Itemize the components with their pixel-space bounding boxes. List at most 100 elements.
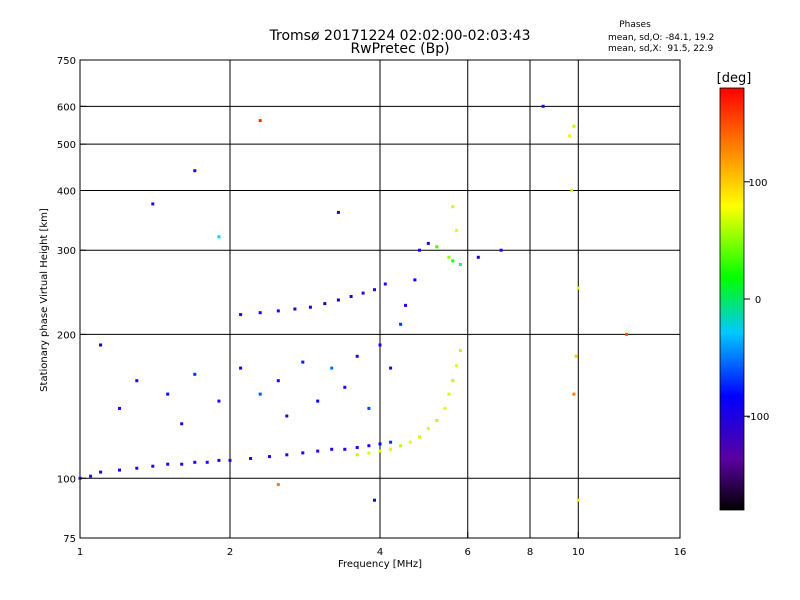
data-point (576, 498, 580, 502)
data-point (572, 124, 576, 128)
data-point (239, 366, 243, 370)
data-point (625, 332, 629, 336)
x-tick-label: 2 (227, 547, 233, 558)
data-point (217, 235, 221, 239)
data-point (205, 460, 209, 464)
data-point (451, 259, 455, 263)
data-point (276, 379, 280, 383)
chart-title: Tromsø 20171224 02:02:00-02:03:43 (269, 28, 531, 44)
data-point (166, 462, 170, 466)
data-point (301, 451, 305, 455)
colorbar-tick-label: 100 (748, 178, 767, 189)
data-point (451, 205, 455, 209)
grid-lines (80, 60, 680, 538)
stats-o-mode: mean, sd,O: -84.1, 19.2 (608, 33, 715, 43)
x-tick-label: 1 (77, 547, 83, 558)
chart-subtitle: RwPretec (Bp) (350, 41, 450, 57)
data-point (476, 255, 480, 259)
y-axis-label: Stationary phase Virtual Height [km] (39, 208, 50, 392)
data-point (458, 263, 462, 266)
data-point (135, 466, 139, 470)
data-point (576, 286, 580, 290)
data-point (389, 366, 393, 370)
data-point (293, 307, 297, 311)
data-point (217, 399, 221, 403)
data-point (404, 303, 407, 307)
data-point (367, 444, 371, 448)
x-tick-label: 8 (527, 547, 533, 558)
y-tick-label: 200 (57, 330, 76, 341)
colorbar (719, 87, 745, 511)
data-point (373, 498, 376, 502)
data-point (151, 464, 155, 468)
y-axis-ticks: 75 100 200 300 400 500 600 750 (57, 56, 86, 545)
data-point (268, 455, 271, 459)
y-tick-label: 300 (57, 246, 76, 257)
data-point (355, 446, 359, 449)
data-point (336, 298, 340, 302)
data-point (408, 440, 412, 444)
data-point (228, 458, 232, 462)
data-point (568, 134, 571, 138)
colorbar-label: [deg] (717, 71, 752, 86)
data-point (276, 309, 280, 313)
data-point (451, 379, 455, 383)
stats-heading: Phases (619, 20, 651, 30)
y-tick-label: 750 (57, 56, 76, 67)
data-point (399, 322, 403, 326)
data-point (217, 458, 221, 462)
data-point (458, 349, 462, 353)
x-tick-label: 4 (377, 547, 383, 558)
data-point (193, 169, 197, 173)
data-point (447, 255, 451, 259)
data-point (239, 313, 243, 317)
data-point (378, 449, 382, 453)
x-tick-label: 6 (465, 547, 471, 558)
data-point (343, 447, 347, 451)
data-point (166, 392, 170, 396)
data-point (135, 379, 139, 383)
colorbar-tick-label: 0 (755, 295, 761, 306)
data-point (323, 302, 327, 306)
data-point (355, 453, 359, 457)
y-tick-label: 600 (57, 102, 76, 113)
data-point (367, 451, 371, 455)
y-tick-label: 400 (57, 186, 76, 197)
data-point (89, 474, 93, 478)
data-point (316, 449, 320, 453)
data-point (383, 282, 387, 286)
data-point (151, 202, 155, 206)
data-point (455, 364, 459, 368)
data-point (413, 278, 417, 282)
data-point (118, 406, 121, 410)
data-point (276, 483, 280, 487)
data-point (99, 343, 103, 347)
data-point (378, 343, 382, 347)
data-point (447, 392, 451, 396)
data-point (349, 295, 353, 298)
data-point (435, 245, 439, 249)
data-point (285, 414, 289, 418)
data-point (373, 288, 376, 292)
data-point (118, 468, 121, 472)
y-tick-label: 500 (57, 140, 76, 151)
x-axis-label: Frequency [MHz] (338, 559, 422, 570)
x-tick-label: 10 (572, 547, 585, 558)
data-point (99, 470, 103, 474)
data-point (570, 189, 574, 192)
data-point (330, 447, 334, 451)
data-point (389, 447, 393, 451)
data-point (330, 366, 334, 370)
data-point (418, 248, 421, 252)
data-point (301, 360, 305, 364)
data-point (378, 442, 382, 446)
data-point (258, 311, 262, 315)
data-point (361, 291, 365, 295)
data-point (308, 305, 312, 309)
data-point (367, 406, 371, 410)
data-point (180, 422, 184, 426)
data-point (180, 462, 184, 466)
colorbar-tick-label: -100 (747, 412, 770, 423)
data-point (426, 427, 430, 431)
